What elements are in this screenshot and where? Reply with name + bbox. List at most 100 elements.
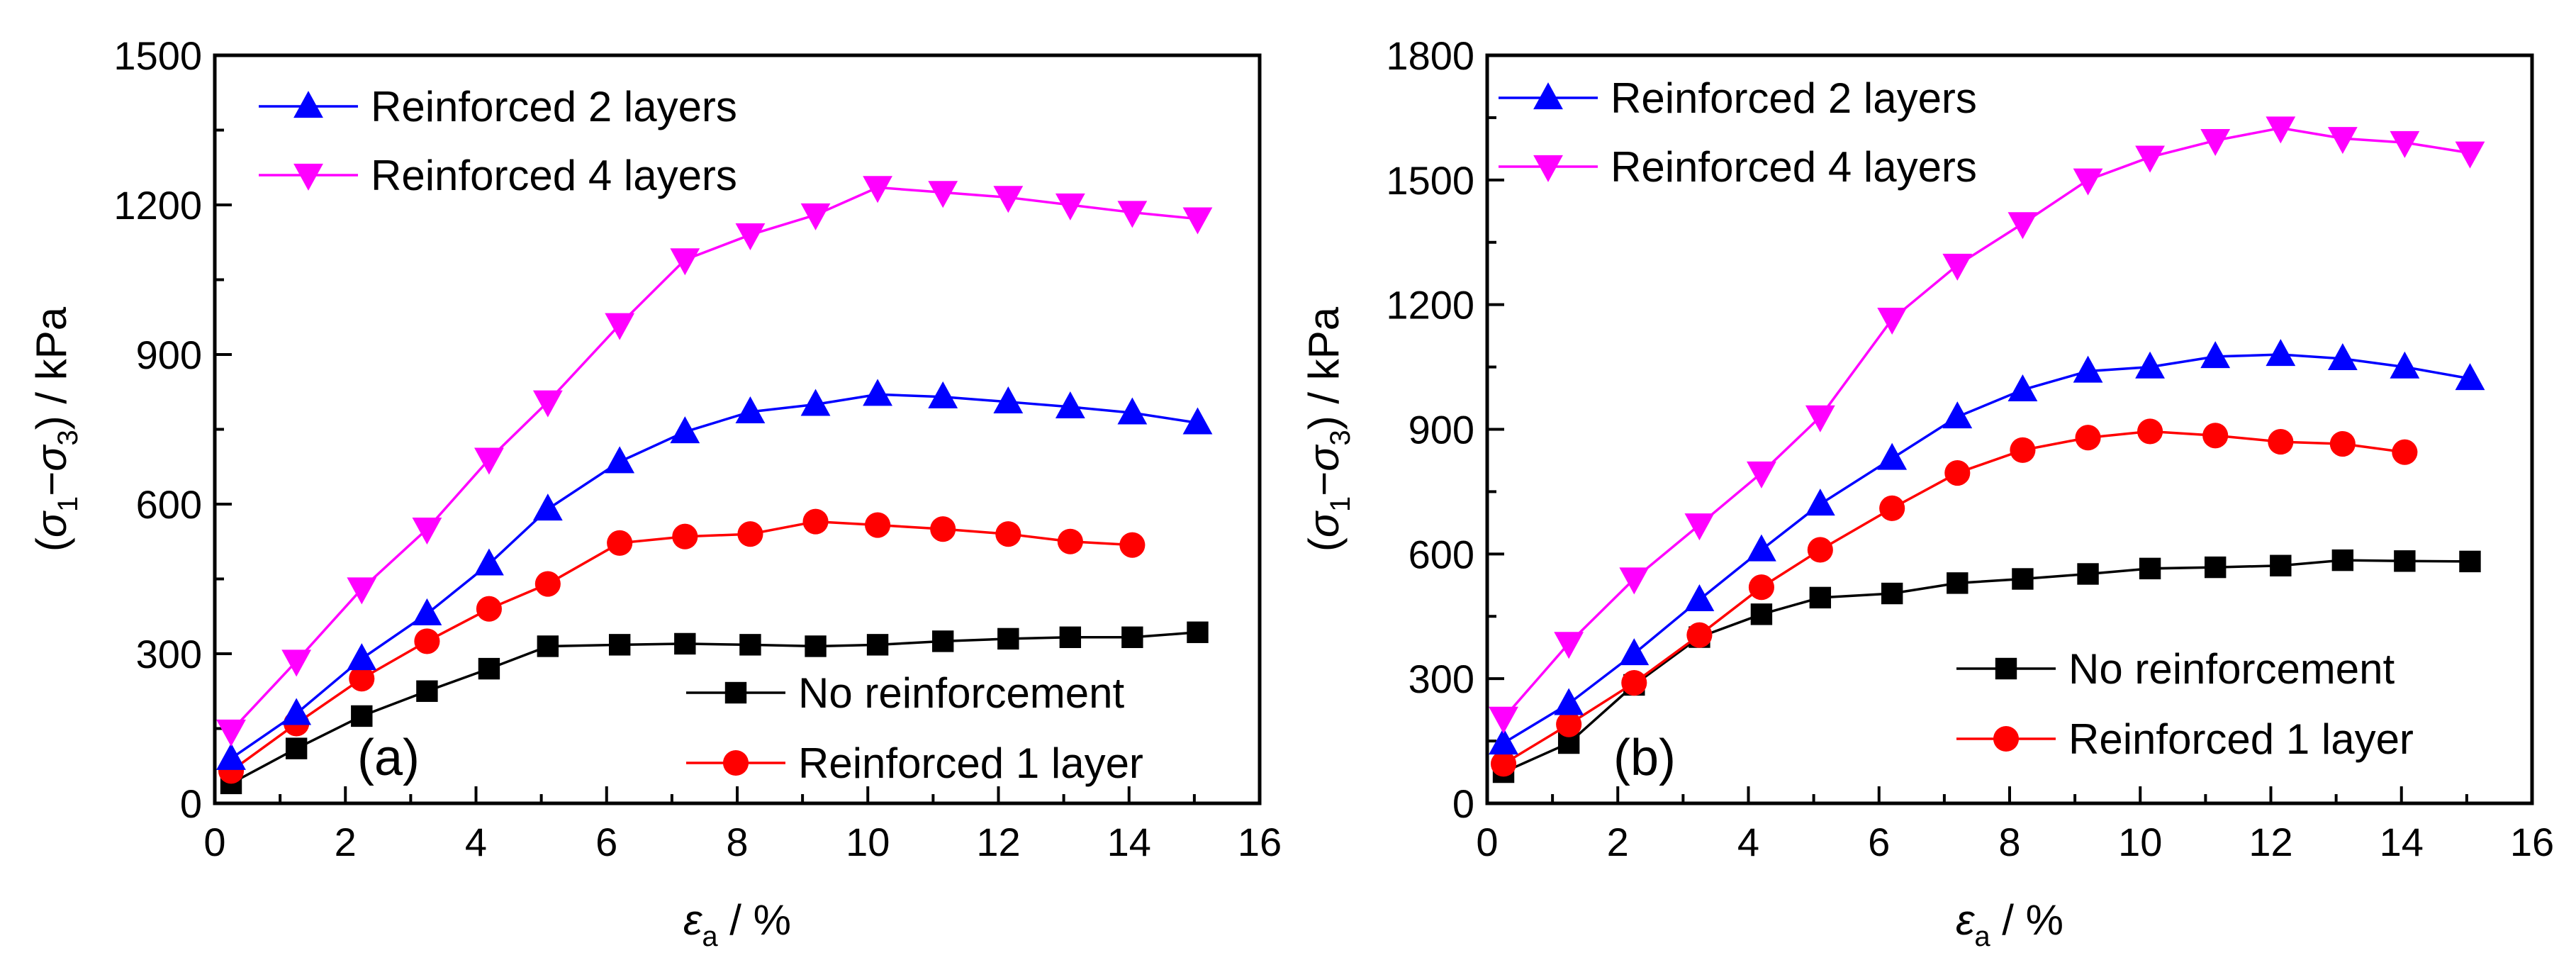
panel-a-legend-marker — [293, 163, 323, 191]
panel-b-point-reinforced-1-layer — [1807, 537, 1833, 563]
panel-a-legend-item-no-reinforcement: No reinforcement — [686, 669, 1125, 717]
panel-a-point-reinforced-1-layer — [737, 521, 763, 547]
panel-b-point-reinforced-1-layer — [2010, 437, 2036, 463]
panel-a-legend-top: Reinforced 2 layers Reinforced 4 layers — [259, 83, 737, 199]
chart-panel-b: 0 2 4 6 8 10 12 14 16 0 300 600 900 1200 1500 1800 Rein… — [1300, 33, 2554, 952]
panel-b-line-reinforced-4-layers — [1502, 126, 2470, 719]
panel-a-x-tick-label: 6 — [595, 820, 617, 864]
panel-a-point-reinforced-4-layers — [605, 313, 635, 340]
panel-b-point-reinforced-1-layer — [2075, 425, 2101, 451]
panel-b-x-tick-label: 0 — [1476, 820, 1498, 864]
panel-b-legend-label: Reinforced 4 layers — [1611, 143, 1977, 191]
panel-a-point-reinforced-4-layers — [532, 390, 563, 418]
panel-a-point-reinforced-1-layer — [476, 596, 502, 622]
panel-b-point-reinforced-2-layers — [1942, 401, 1973, 429]
panel-b-x-tick-label: 2 — [1607, 820, 1629, 864]
panel-b-point-reinforced-1-layer — [1879, 495, 1905, 521]
panel-a-point-reinforced-2-layers — [1117, 397, 1148, 425]
panel-a-point-reinforced-1-layer — [414, 628, 440, 654]
panel-b-point-reinforced-4-layers — [1942, 253, 1973, 281]
panel-b-point-reinforced-2-layers — [1877, 442, 1908, 470]
panel-a-point-reinforced-2-layers — [863, 379, 892, 406]
panel-a-y-tick-label: 1200 — [113, 183, 202, 228]
panel-b-point-reinforced-4-layers — [1805, 405, 1835, 433]
panel-b-x-tick-label: 14 — [2380, 820, 2424, 864]
panel-a-x-tick-label: 8 — [726, 820, 748, 864]
panel-a-point-reinforced-1-layer — [349, 666, 375, 692]
panel-a-point-reinforced-1-layer — [534, 571, 561, 597]
panel-b-point-reinforced-1-layer — [1686, 622, 1713, 648]
panel-a-point-reinforced-1-layer — [1119, 532, 1146, 558]
panel-a-point-no-reinforcement — [285, 737, 308, 759]
panel-b-point-no-reinforcement — [2331, 549, 2354, 571]
panel-a-y-tick-label: 0 — [180, 781, 202, 826]
panel-b-point-no-reinforcement — [2270, 554, 2292, 576]
panel-a-y-axis-title: (σ1−σ3) / kPa — [28, 306, 84, 552]
panel-a-point-reinforced-4-layers — [347, 577, 377, 605]
panel-b-tick-labels: 0 2 4 6 8 10 12 14 16 0 300 600 900 1200 1500 1800 — [1386, 33, 2554, 864]
panel-b-series-reinforced-4-layers — [1489, 116, 2485, 734]
panel-b-x-tick-label: 10 — [2118, 820, 2162, 864]
panel-a-line-no-reinforcement — [230, 631, 1198, 785]
panel-b-y-tick-label: 1500 — [1386, 158, 1474, 203]
panel-a-x-tick-label: 0 — [203, 820, 225, 864]
panel-b-point-reinforced-4-layers — [1554, 632, 1584, 659]
panel-b-point-no-reinforcement — [1947, 572, 1969, 594]
panel-b-y-tick-label: 1800 — [1386, 33, 1474, 78]
panel-b-label: (b) — [1613, 730, 1676, 786]
panel-b-point-reinforced-2-layers — [2073, 355, 2103, 383]
panel-a-point-reinforced-4-layers — [1117, 201, 1148, 228]
panel-b-point-reinforced-1-layer — [2329, 430, 2356, 457]
panel-a-point-reinforced-2-layers — [412, 598, 442, 625]
panel-a-legend-marker — [293, 91, 323, 118]
panel-a-point-no-reinforcement — [1187, 621, 1209, 643]
panel-b-point-reinforced-1-layer — [1490, 751, 1517, 777]
panel-a-point-no-reinforcement — [351, 705, 373, 727]
panel-a-point-reinforced-4-layers — [216, 719, 246, 747]
panel-a-series-reinforced-1-layer — [218, 508, 1146, 784]
panel-a-point-reinforced-2-layers — [474, 548, 504, 576]
panel-a-point-reinforced-1-layer — [607, 530, 633, 556]
panel-b-point-reinforced-2-layers — [2007, 374, 2038, 401]
panel-b-point-reinforced-1-layer — [1944, 459, 1971, 486]
panel-b-point-reinforced-4-layers — [2455, 141, 2485, 169]
panel-b-point-no-reinforcement — [2012, 568, 2034, 590]
panel-a-point-reinforced-2-layers — [928, 381, 958, 408]
panel-b-x-axis-title: εa / % — [1956, 896, 2063, 952]
panel-a-point-reinforced-2-layers — [281, 698, 312, 725]
panel-b-point-reinforced-4-layers — [1877, 308, 1908, 335]
panel-b-x-tick-label: 12 — [2249, 820, 2292, 864]
panel-a-point-reinforced-4-layers — [281, 649, 312, 677]
panel-a-y-tick-label: 1500 — [113, 33, 202, 78]
panel-a-x-axis-title: εa / % — [683, 896, 791, 952]
panel-a-tick-labels: 0 2 4 6 8 10 12 14 16 0 300 600 900 1200 1500 — [113, 33, 1282, 864]
panel-b-point-no-reinforcement — [2459, 550, 2481, 573]
panel-b-legend-marker — [1993, 725, 2020, 752]
panel-b-legend-label: Reinforced 1 layer — [2068, 715, 2414, 763]
panel-b-point-reinforced-1-layer — [2202, 423, 2229, 449]
panel-a-legend-item-reinforced-2-layers: Reinforced 2 layers — [259, 83, 737, 130]
panel-b-legend-item-reinforced-4-layers: Reinforced 4 layers — [1499, 143, 1977, 191]
panel-a-point-no-reinforcement — [1059, 626, 1082, 648]
panel-b-point-reinforced-1-layer — [2268, 429, 2294, 455]
panel-b-legend-label: Reinforced 2 layers — [1611, 74, 1977, 122]
panel-a-point-no-reinforcement — [674, 632, 696, 655]
panel-a-point-no-reinforcement — [1121, 626, 1143, 648]
panel-a-point-reinforced-4-layers — [1055, 193, 1085, 221]
panel-a-point-reinforced-2-layers — [347, 643, 377, 671]
panel-b-legend-item-reinforced-2-layers: Reinforced 2 layers — [1499, 74, 1977, 122]
panel-a-legend-item-reinforced-4-layers: Reinforced 4 layers — [259, 152, 737, 199]
panel-a-point-no-reinforcement — [416, 680, 438, 702]
panel-a-x-tick-label: 4 — [465, 820, 487, 864]
panel-a-point-reinforced-1-layer — [1057, 528, 1083, 554]
panel-b-x-tick-label: 6 — [1868, 820, 1890, 864]
panel-a-series — [216, 176, 1213, 795]
panel-a-point-no-reinforcement — [478, 657, 500, 680]
panel-b-point-reinforced-4-layers — [2200, 129, 2231, 157]
panel-a-legend-label: Reinforced 4 layers — [371, 152, 737, 199]
panel-a-point-reinforced-1-layer — [995, 521, 1021, 547]
panel-b-y-tick-label: 1200 — [1386, 283, 1474, 328]
panel-b-series-reinforced-1-layer — [1490, 418, 2418, 777]
panel-b-point-reinforced-4-layers — [2135, 145, 2165, 173]
